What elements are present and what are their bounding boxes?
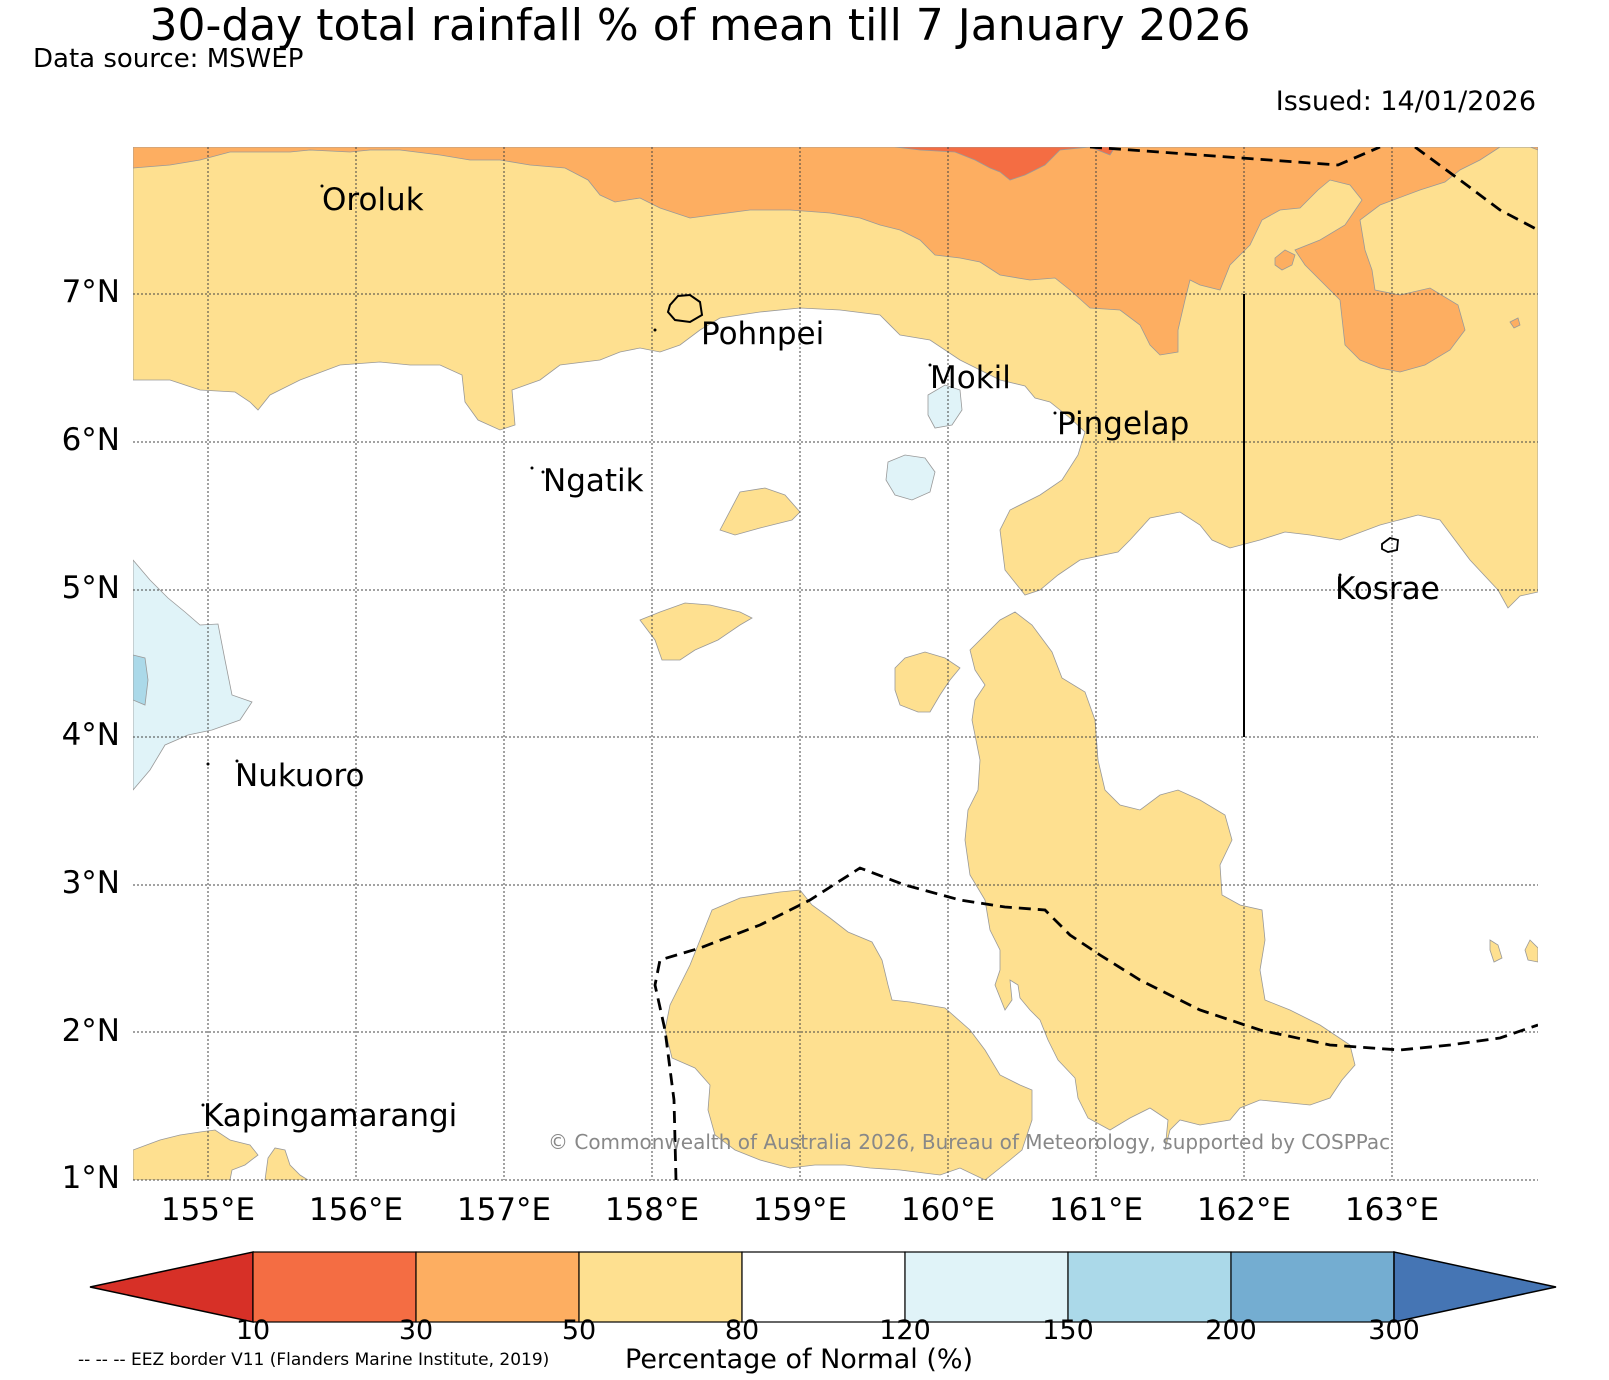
place-label-ngatik: Ngatik — [543, 463, 644, 499]
pohnpei-island-outline — [666, 293, 704, 324]
place-label-kapingamarangi: Kapingamarangi — [203, 1098, 458, 1134]
region-50-80-southwest — [133, 1129, 259, 1180]
colorbar-tick-10: 10 — [235, 1315, 271, 1346]
map-title: 30-day total rainfall % of mean till 7 J… — [149, 0, 1251, 51]
colorbar-tick-50: 50 — [561, 1315, 597, 1346]
lat-label-1n: 1°N — [61, 1160, 120, 1196]
region-120-150-mokil — [927, 384, 963, 429]
lat-label-7n: 7°N — [61, 274, 120, 310]
lon-label-156e: 156°E — [308, 1192, 404, 1228]
colorbar-120-150 — [904, 1251, 1069, 1323]
data-source-label: Data source: MSWEP — [33, 44, 304, 74]
region-50-80-patch-3 — [894, 651, 961, 713]
lat-label-6n: 6°N — [61, 422, 120, 458]
place-label-pohnpei: Pohnpei — [701, 316, 825, 352]
lon-label-161e: 161°E — [1048, 1192, 1144, 1228]
place-label-pingelap: Pingelap — [1057, 406, 1190, 442]
lon-label-160e: 160°E — [900, 1192, 996, 1228]
colorbar-tick-150: 150 — [1042, 1315, 1094, 1346]
lon-label-158e: 158°E — [604, 1192, 700, 1228]
kosrae-island-outline — [1381, 537, 1399, 553]
region-50-80-southwest-2 — [264, 1147, 309, 1180]
place-label-nukuoro: Nukuoro — [235, 758, 365, 794]
lon-label-163e: 163°E — [1344, 1192, 1440, 1228]
colorbar-tick-120: 120 — [879, 1315, 931, 1346]
region-50-80-south — [964, 611, 1356, 1151]
place-label-kosrae: Kosrae — [1335, 571, 1440, 607]
region-120-150-west — [133, 559, 253, 791]
eez-legend: -- -- -- EEZ border V11 (Flanders Marine… — [78, 1350, 550, 1370]
region-30-50-small-2 — [1509, 317, 1521, 329]
colorbar-150-200 — [1067, 1251, 1232, 1323]
lon-label-155e: 155°E — [160, 1192, 256, 1228]
colorbar-200-300 — [1230, 1251, 1395, 1323]
colorbar-below-10 — [89, 1251, 254, 1323]
colorbar-80-120 — [741, 1251, 906, 1323]
colorbar-50-80 — [578, 1251, 743, 1323]
rainfall-contours — [133, 147, 1538, 1180]
colorbar-tick-30: 30 — [398, 1315, 434, 1346]
region-10-30-north — [894, 147, 1116, 181]
lon-label-159e: 159°E — [752, 1192, 848, 1228]
region-50-80-east-small — [1489, 939, 1503, 963]
region-50-80-east-small-2 — [1524, 939, 1538, 963]
lon-label-162e: 162°E — [1196, 1192, 1292, 1228]
island-markers — [201, 184, 1342, 1107]
colorbar-title: Percentage of Normal (%) — [625, 1344, 974, 1375]
lat-label-5n: 5°N — [61, 570, 120, 606]
place-label-oroluk: Oroluk — [322, 182, 424, 218]
region-120-150-central — [885, 454, 936, 501]
lat-label-3n: 3°N — [61, 865, 120, 901]
eez-borders — [653, 147, 1538, 1180]
lon-label-157e: 157°E — [456, 1192, 552, 1228]
region-150-200-west — [133, 654, 149, 706]
rainfall-map — [133, 147, 1538, 1181]
region-50-80-south-2 — [664, 889, 1033, 1180]
colorbar-tick-80: 80 — [724, 1315, 760, 1346]
colorbar-30-50 — [415, 1251, 580, 1323]
issued-date: Issued: 14/01/2026 — [1275, 86, 1536, 117]
colorbar-tick-200: 200 — [1205, 1315, 1257, 1346]
region-30-50-small — [1274, 249, 1296, 271]
lat-label-2n: 2°N — [61, 1013, 120, 1049]
colorbar-10-30 — [252, 1251, 417, 1323]
place-label-mokil: Mokil — [930, 360, 1011, 396]
colorbar-tick-300: 300 — [1368, 1315, 1420, 1346]
region-50-80-patch-2 — [639, 602, 753, 661]
region-30-50-north — [133, 147, 1538, 373]
colorbar-above-300 — [1393, 1251, 1557, 1323]
copyright-notice: © Commonwealth of Australia 2026, Bureau… — [548, 1130, 1391, 1154]
lat-label-4n: 4°N — [61, 717, 120, 753]
